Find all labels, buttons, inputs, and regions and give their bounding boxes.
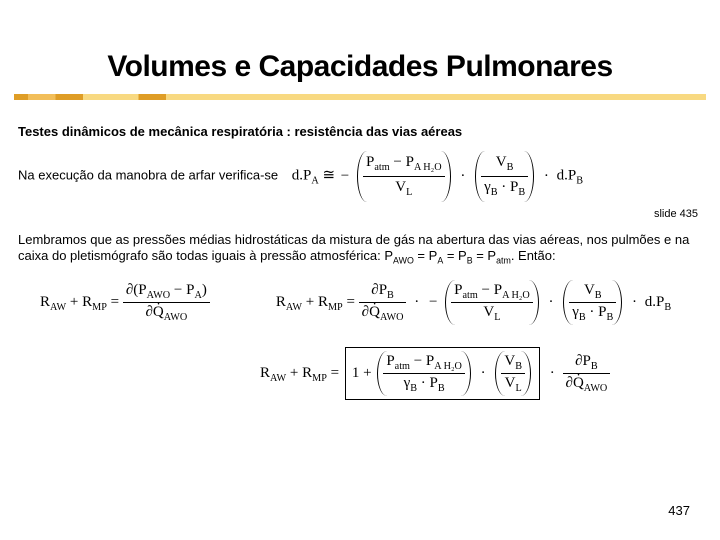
eq2-right: RAW + RMP = ∂PB ∂Q̇AWO · − Patm − PA H₂O… bbox=[276, 280, 671, 325]
eq2-frac: ∂(PAWO − PA) ∂Q̇AWO bbox=[123, 282, 210, 323]
equation-row-3: RAW + RMP = 1 + Patm − PA H₂O γB · PB · … bbox=[0, 325, 720, 400]
line-1-text: Na execução da manobra de arfar verifica… bbox=[18, 168, 278, 183]
eq1-frac-1: Patm − PA H₂O VL bbox=[363, 153, 445, 200]
paragraph: Lembramos que as pressões médias hidrost… bbox=[0, 220, 720, 267]
title-underline bbox=[14, 94, 706, 100]
eq3: RAW + RMP = 1 + Patm − PA H₂O γB · PB · … bbox=[260, 347, 610, 400]
page-number: 437 bbox=[668, 503, 690, 518]
line-1: Na execução da manobra de arfar verifica… bbox=[0, 139, 720, 202]
slide-title: Volumes e Capacidades Pulmonares bbox=[0, 0, 720, 84]
eq1-frac-2: VB γB · PB bbox=[481, 153, 528, 200]
subheading: Testes dinâmicos de mecânica respiratóri… bbox=[0, 100, 720, 139]
equation-1: d.PA ≅ − Patm − PA H₂O VL · VB γB · PB ·… bbox=[292, 151, 583, 202]
eq1-paren-1: Patm − PA H₂O VL bbox=[357, 151, 451, 202]
eq1-paren-2: VB γB · PB bbox=[475, 151, 534, 202]
eq2-left: RAW + RMP = ∂(PAWO − PA) ∂Q̇AWO bbox=[40, 282, 210, 323]
eq3-bracket: 1 + Patm − PA H₂O γB · PB · VB VL bbox=[345, 347, 540, 400]
slide-reference: slide 435 bbox=[0, 202, 720, 220]
equation-row-2: RAW + RMP = ∂(PAWO − PA) ∂Q̇AWO RAW + RM… bbox=[0, 266, 720, 325]
